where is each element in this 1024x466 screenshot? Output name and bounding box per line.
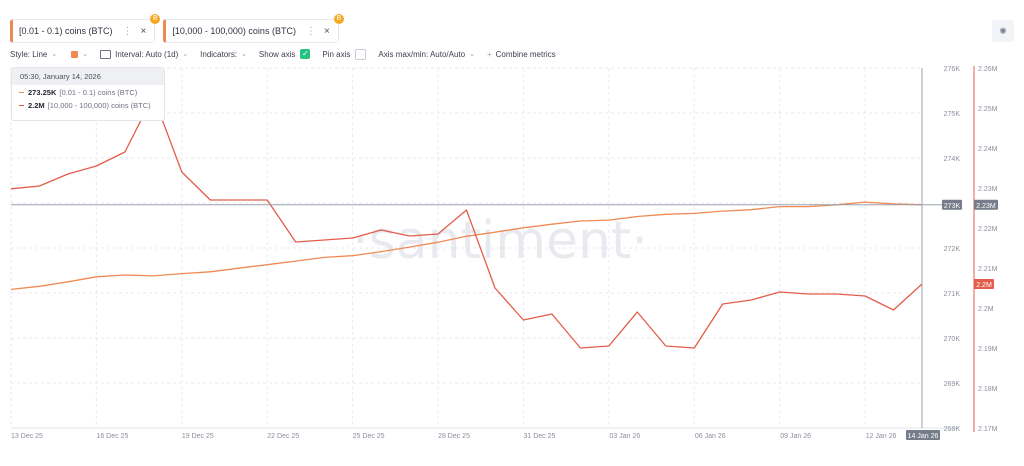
pin-axis-toggle[interactable]: Pin axis — [322, 48, 367, 60]
chevron-down-icon: ⌄ — [469, 51, 475, 58]
tooltip-series: [10,000 - 100,000) coins (BTC) — [47, 101, 151, 110]
plus-icon: + — [486, 49, 492, 59]
more-options-icon[interactable]: ⋮ — [305, 25, 316, 37]
settings-button[interactable]: ✺ — [992, 20, 1014, 42]
metric-tab-whales[interactable]: [10,000 - 100,000) coins (BTC) ⋮ × B — [163, 14, 344, 43]
x-crosshair-tag-bg — [906, 430, 940, 440]
metric-tabs: [0.01 - 0.1) coins (BTC) ⋮ × B [10,000 -… — [10, 14, 344, 43]
tooltip-value: 273.25K — [28, 88, 57, 97]
x-tick-label: 25 Dec 25 — [353, 433, 385, 440]
chevron-down-icon: ⌄ — [82, 51, 89, 58]
x-tick-label: 13 Dec 25 — [11, 433, 43, 440]
y-tick-label: 2.18M — [978, 386, 998, 393]
y-tick-label: 2.24M — [978, 146, 998, 153]
x-tick-label: 22 Dec 25 — [267, 433, 299, 440]
y-tick-label: 2.22M — [978, 226, 998, 233]
chart-tooltip: 05:30, January 14, 2026 273.25K [0.01 - … — [11, 67, 165, 121]
close-icon[interactable]: × — [323, 25, 330, 37]
y-axis-left: 276K 275K 274K 273K 272K 271K 270K 269K 268K — [944, 66, 961, 433]
y-tick-label: 275K — [944, 111, 961, 118]
y-tick-label: 2.25M — [978, 106, 998, 113]
chevron-down-icon: ⌄ — [241, 51, 247, 58]
axis-minmax-select[interactable]: Axis max/min: Auto/Auto ⌄ — [378, 50, 475, 59]
combine-metrics-button[interactable]: + Combine metrics — [487, 50, 556, 59]
x-tick-label: 31 Dec 25 — [523, 433, 555, 440]
y-tick-label: 2.23M — [978, 186, 998, 193]
interval-select[interactable]: Interval: Auto (1d) ⌄ — [100, 49, 189, 59]
show-axis-toggle[interactable]: Show axis ✓ — [258, 49, 311, 59]
x-tick-label: 28 Dec 25 — [438, 433, 470, 440]
combine-metrics-label: Combine metrics — [495, 49, 556, 59]
y-left-current-tag: 273K — [944, 203, 961, 210]
y-tick-label: 269K — [944, 381, 961, 388]
color-swatch — [71, 50, 79, 58]
pin-axis-checkbox[interactable] — [355, 48, 367, 60]
tooltip-series: [0.01 - 0.1) coins (BTC) — [59, 88, 138, 97]
interval-label: Interval: Auto (1d) — [115, 49, 179, 59]
x-tick-label: 09 Jan 26 — [780, 433, 811, 440]
y-tick-label: 2.21M — [978, 266, 998, 273]
y-tick-label: 270K — [944, 336, 961, 343]
color-select[interactable]: ⌄ — [69, 50, 88, 58]
y-tick-label: 2.26M — [978, 66, 998, 73]
metric-tab-label: [10,000 - 100,000) coins (BTC) — [172, 26, 296, 36]
x-tick-label: 06 Jan 26 — [695, 433, 726, 440]
tooltip-row: 2.2M [10,000 - 100,000) coins (BTC) — [12, 100, 164, 111]
tooltip-value: 2.2M — [28, 101, 45, 110]
y-right-current-tag: 2.2M — [976, 282, 992, 289]
series-line — [10, 201, 923, 291]
more-options-icon[interactable]: ⋮ — [122, 25, 133, 37]
series-legend-swatch — [19, 91, 24, 94]
bitcoin-badge-icon: B — [150, 14, 161, 24]
settings-icon: ✺ — [999, 25, 1007, 36]
y-tick-label: 274K — [944, 156, 961, 163]
x-tick-label: 16 Dec 25 — [96, 433, 128, 440]
calendar-icon — [100, 49, 112, 59]
style-label: Style: Line — [10, 49, 48, 59]
y-tick-label: 2.2M — [978, 306, 994, 313]
show-axis-checkbox[interactable]: ✓ — [300, 49, 311, 59]
metric-tab-label: [0.01 - 0.1) coins (BTC) — [19, 26, 113, 36]
crosshair: 273K 2.23M 2.2M 14 Jan 26 — [11, 68, 998, 440]
bitcoin-badge-icon: B — [333, 14, 344, 24]
series-line — [10, 95, 923, 349]
indicators-select[interactable]: Indicators: ⌄ — [200, 50, 247, 59]
indicators-label: Indicators: — [200, 49, 238, 59]
y-right-current-tag-bg — [974, 279, 994, 289]
chevron-down-icon: ⌄ — [51, 51, 58, 58]
axis-minmax-label: Axis max/min: Auto/Auto — [378, 49, 466, 59]
chart-toolbar: Style: Line ⌄ ⌄ Interval: Auto (1d) ⌄ In… — [10, 47, 568, 61]
tooltip-row: 273.25K [0.01 - 0.1) coins (BTC) — [12, 87, 164, 98]
pin-axis-label: Pin axis — [322, 49, 351, 59]
y-tick-label: 2.17M — [978, 426, 998, 433]
close-icon[interactable]: × — [140, 25, 147, 37]
show-axis-label: Show axis — [258, 49, 296, 59]
x-tick-label: 03 Jan 26 — [609, 433, 640, 440]
y-tick-label: 271K — [944, 291, 961, 298]
y-left-current-tag-bg — [942, 199, 962, 210]
x-crosshair-tag: 14 Jan 26 — [908, 433, 939, 440]
y-tick-label: 268K — [944, 426, 961, 433]
tooltip-date: 05:30, January 14, 2026 — [12, 68, 164, 85]
metric-tab-small-holders[interactable]: [0.01 - 0.1) coins (BTC) ⋮ × B — [10, 14, 161, 43]
x-axis: 13 Dec 25 16 Dec 25 19 Dec 25 22 Dec 25 25 D… — [11, 427, 960, 440]
y-tick-label: 2.19M — [978, 346, 998, 353]
style-select[interactable]: Style: Line ⌄ — [10, 50, 57, 59]
y-right-crosshair-tag: 2.23M — [976, 203, 996, 210]
x-tick-label: 19 Dec 25 — [182, 433, 214, 440]
chevron-down-icon: ⌄ — [182, 51, 189, 58]
y-right-crosshair-tag-bg — [974, 199, 998, 210]
x-tick-label: 12 Jan 26 — [866, 433, 897, 440]
y-tick-label: 272K — [944, 246, 961, 253]
y-tick-label: 276K — [944, 66, 961, 73]
series-legend-swatch — [19, 104, 24, 107]
y-axis-right: 2.26M 2.25M 2.24M 2.23M 2.22M 2.21M 2.2M 2.19M 2… — [973, 66, 998, 433]
